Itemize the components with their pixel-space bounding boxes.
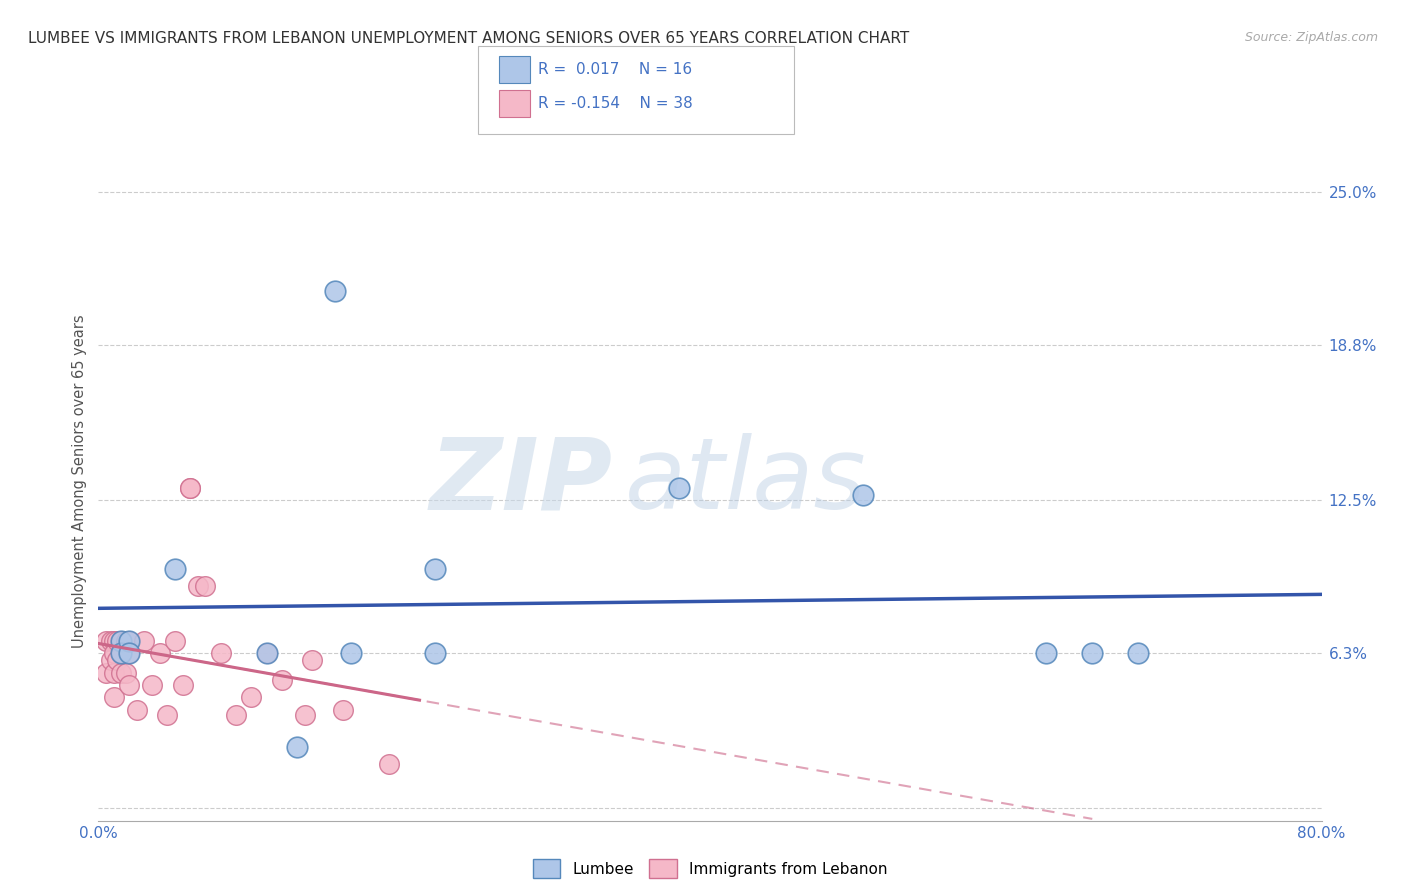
Point: [156, 707, 179, 722]
Point: [118, 646, 141, 660]
Point: [209, 646, 232, 660]
Point: [285, 739, 308, 754]
Point: [163, 633, 186, 648]
Point: [110, 665, 132, 680]
Point: [110, 646, 132, 660]
Point: [423, 646, 446, 660]
Point: [118, 678, 141, 692]
Point: [100, 633, 122, 648]
Legend: Lumbee, Immigrants from Lebanon: Lumbee, Immigrants from Lebanon: [527, 854, 893, 884]
Point: [105, 633, 128, 648]
Point: [1128, 646, 1150, 660]
Point: [103, 690, 125, 705]
Point: [105, 653, 128, 667]
Text: LUMBEE VS IMMIGRANTS FROM LEBANON UNEMPLOYMENT AMONG SENIORS OVER 65 YEARS CORRE: LUMBEE VS IMMIGRANTS FROM LEBANON UNEMPL…: [28, 31, 910, 46]
Point: [172, 678, 194, 692]
Point: [179, 481, 201, 495]
Point: [118, 633, 141, 648]
Point: [378, 756, 401, 771]
Point: [179, 481, 201, 495]
Y-axis label: Unemployment Among Seniors over 65 years: Unemployment Among Seniors over 65 years: [72, 315, 87, 648]
Point: [332, 703, 354, 717]
Point: [163, 562, 186, 576]
Point: [225, 707, 247, 722]
Text: atlas: atlas: [624, 434, 866, 530]
Point: [94, 665, 117, 680]
Point: [110, 646, 132, 660]
Point: [110, 633, 132, 648]
Point: [668, 481, 690, 495]
Point: [1035, 646, 1057, 660]
Point: [1081, 646, 1104, 660]
Point: [118, 646, 141, 660]
Point: [125, 703, 148, 717]
Point: [141, 678, 163, 692]
Point: [256, 646, 278, 660]
Point: [134, 633, 156, 648]
Point: [94, 633, 117, 648]
Text: R =  0.017    N = 16: R = 0.017 N = 16: [538, 62, 693, 77]
Point: [256, 646, 278, 660]
Point: [325, 284, 347, 298]
Point: [115, 665, 138, 680]
Point: [852, 488, 875, 502]
Point: [187, 579, 209, 593]
Point: [110, 633, 132, 648]
Point: [103, 665, 125, 680]
Point: [115, 633, 138, 648]
Point: [339, 646, 361, 660]
Point: [103, 633, 125, 648]
Point: [194, 579, 217, 593]
Point: [100, 653, 122, 667]
Point: [103, 646, 125, 660]
Point: [118, 633, 141, 648]
Point: [240, 690, 263, 705]
Text: R = -0.154    N = 38: R = -0.154 N = 38: [538, 96, 693, 111]
Point: [149, 646, 172, 660]
Point: [423, 562, 446, 576]
Point: [270, 673, 292, 687]
Point: [294, 707, 316, 722]
Text: Source: ZipAtlas.com: Source: ZipAtlas.com: [1244, 31, 1378, 45]
Text: ZIP: ZIP: [429, 434, 612, 530]
Point: [301, 653, 323, 667]
